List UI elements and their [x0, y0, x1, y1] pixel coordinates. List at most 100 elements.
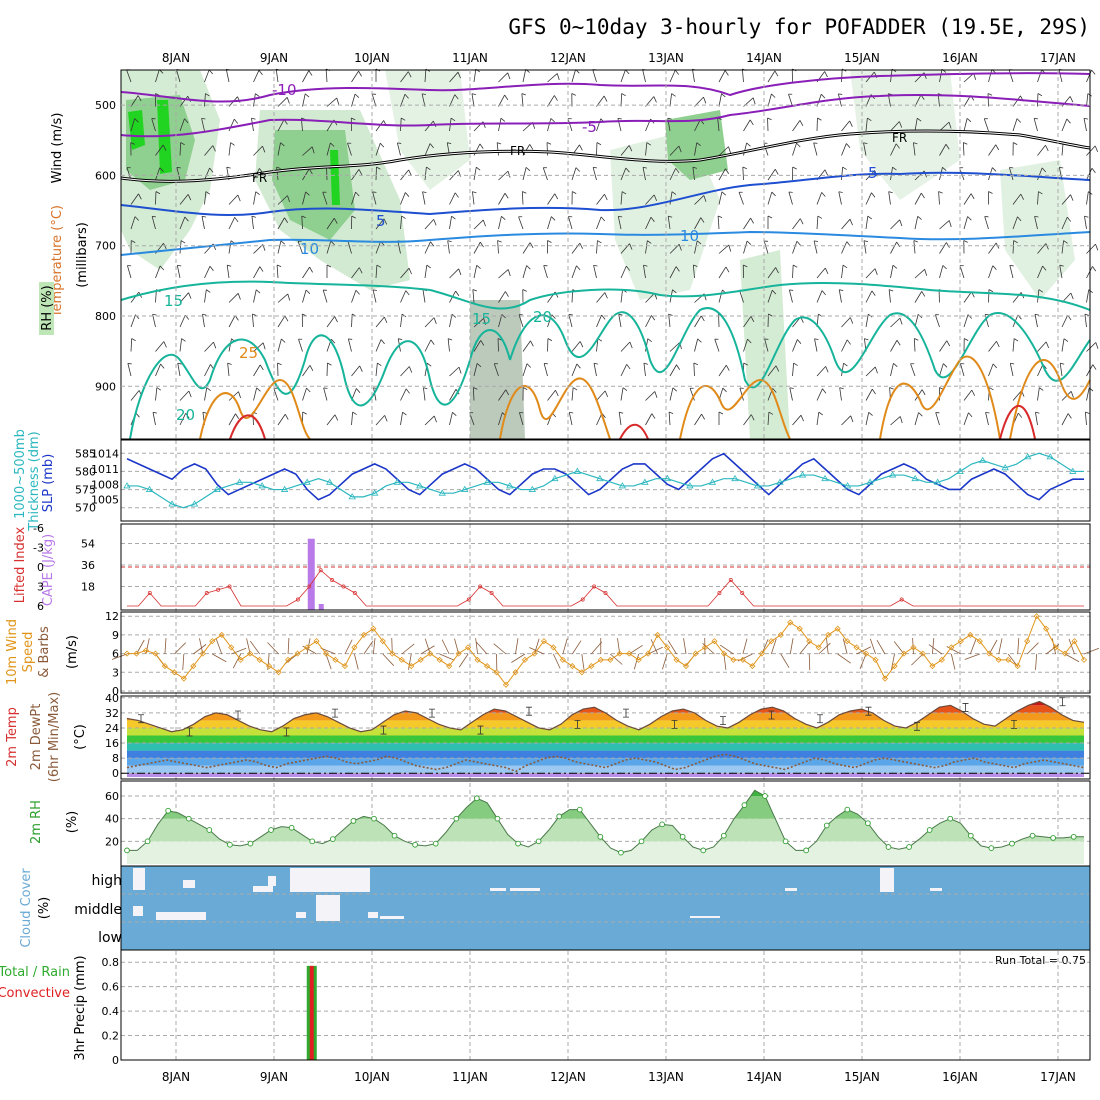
barb-flag [800, 415, 804, 422]
y-axis-labels: Wind (m/s) Temperature (°C) RH (%) (mill… [0, 113, 90, 1061]
barb-flag [529, 242, 534, 249]
wind-barb [326, 217, 338, 230]
barb-flag [721, 93, 726, 98]
barb-flag [351, 215, 356, 219]
wind-barb [788, 93, 793, 107]
wind-barb [816, 267, 829, 279]
barb-flag [1039, 387, 1044, 391]
rh2m-marker [1070, 833, 1077, 840]
barb-flag [838, 93, 843, 95]
barb-flag [750, 414, 755, 421]
wind10-barb [780, 653, 790, 668]
barb-shaft [228, 217, 236, 230]
barb-shaft [277, 338, 282, 352]
barb-shaft [988, 144, 997, 156]
barb-flag [163, 341, 167, 348]
wind-barb [669, 69, 680, 83]
lifted-marker [603, 591, 608, 595]
barb-shaft [351, 290, 357, 303]
barb-shaft [571, 167, 577, 181]
barb-shaft [351, 93, 356, 107]
minmax-bar [914, 721, 920, 731]
barb-flag [774, 169, 779, 175]
wind-barb [351, 70, 362, 83]
barb-flag [526, 265, 531, 270]
wind-barb [620, 364, 631, 377]
barb-shaft [939, 144, 947, 156]
barb-shaft [226, 265, 230, 279]
wind-barb [253, 145, 266, 156]
barb-shaft [302, 168, 310, 181]
barb-shaft [890, 317, 901, 328]
barb-shaft [1059, 363, 1063, 377]
wind-barb [326, 316, 338, 328]
contour-label: 25 [239, 344, 258, 362]
wind-barb [1037, 93, 1043, 107]
barb-flag [336, 97, 340, 105]
wind-barb [841, 362, 848, 377]
wind10-marker [446, 663, 453, 670]
barb-flag [693, 264, 698, 267]
barb-shaft [767, 365, 777, 377]
barb-flag [280, 142, 285, 147]
barb-shaft [302, 388, 307, 401]
barb-flag [205, 191, 211, 195]
wind-barb [400, 388, 410, 401]
barb-flag [1088, 289, 1093, 294]
wind-barb [1059, 362, 1065, 377]
barb-shaft [717, 216, 720, 230]
wind-barb [1012, 338, 1019, 352]
barb-flag [301, 117, 306, 120]
barb-flag [176, 166, 181, 169]
wind-barb [521, 191, 527, 205]
wind-barb [571, 387, 578, 401]
barb-shaft [375, 316, 385, 328]
barb-flag [725, 266, 730, 273]
barb-shaft [375, 120, 384, 132]
wind10-barb [475, 638, 478, 655]
minmax-bar [865, 706, 872, 716]
barb-shaft [251, 216, 254, 230]
barb-flag [1091, 167, 1096, 173]
wind-barb [1009, 167, 1014, 181]
wind-barb [1035, 411, 1040, 426]
barb-shaft [816, 267, 826, 279]
wind-barb [400, 71, 412, 83]
wind-barbs [126, 68, 1099, 426]
wind-barb [816, 215, 823, 230]
barb-flag [447, 240, 452, 243]
wind10-marker [654, 631, 661, 638]
barb-shaft [1061, 413, 1069, 426]
cape-label: CAPE (J/kg) [41, 534, 56, 606]
barb-flag [233, 118, 239, 124]
wind-barb [375, 362, 382, 377]
total-rain-label: Total / Rain [0, 965, 70, 980]
barb-flag [235, 413, 240, 419]
barb-flag [404, 94, 409, 99]
precip-tick: 0.6 [102, 981, 120, 994]
wind10-label-4: (m/s) [65, 635, 80, 669]
barb-flag [430, 241, 435, 247]
wind-barb [767, 93, 776, 107]
barb-shaft [620, 387, 624, 401]
wind10-barb [770, 638, 777, 655]
wind-barb [350, 117, 356, 132]
barb-flag [971, 389, 975, 396]
wind10-barb [458, 653, 469, 668]
barb-shaft [718, 266, 727, 279]
barb-shaft [816, 192, 823, 205]
wind-barb [201, 117, 206, 132]
barb-shaft [326, 240, 332, 254]
wind10-marker [465, 644, 472, 651]
barb-shaft [692, 265, 695, 279]
barb-shaft [297, 241, 303, 254]
wind-barb [253, 387, 261, 401]
rh2m-marker [741, 802, 748, 808]
barb-flag [843, 362, 848, 367]
wind-barb [913, 240, 918, 254]
barb-flag [427, 362, 432, 367]
barb-flag [451, 215, 456, 220]
barb-shaft [473, 265, 478, 279]
barb-shaft [1086, 168, 1093, 181]
